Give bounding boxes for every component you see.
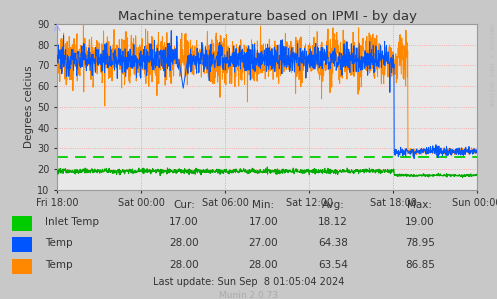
Text: Munin 2.0.73: Munin 2.0.73 (219, 291, 278, 299)
Text: Last update: Sun Sep  8 01:05:04 2024: Last update: Sun Sep 8 01:05:04 2024 (153, 277, 344, 287)
Title: Machine temperature based on IPMI - by day: Machine temperature based on IPMI - by d… (118, 10, 416, 23)
Text: 18.12: 18.12 (318, 217, 348, 227)
Text: 64.38: 64.38 (318, 238, 348, 248)
Text: Max:: Max: (408, 200, 432, 210)
Text: 27.00: 27.00 (248, 238, 278, 248)
Text: Temp: Temp (45, 238, 73, 248)
Text: 28.00: 28.00 (248, 260, 278, 270)
Text: 19.00: 19.00 (405, 217, 435, 227)
Text: Inlet Temp: Inlet Temp (45, 217, 99, 227)
Text: Temp: Temp (45, 260, 73, 270)
Text: 86.85: 86.85 (405, 260, 435, 270)
Text: 78.95: 78.95 (405, 238, 435, 248)
Text: 17.00: 17.00 (248, 217, 278, 227)
Text: RRDTOOL / TOBI OETIKER: RRDTOOL / TOBI OETIKER (489, 24, 494, 106)
Y-axis label: Degrees celcius: Degrees celcius (24, 65, 34, 148)
Text: 28.00: 28.00 (169, 238, 199, 248)
Text: 63.54: 63.54 (318, 260, 348, 270)
Text: 17.00: 17.00 (169, 217, 199, 227)
Text: Avg:: Avg: (322, 200, 344, 210)
Text: Cur:: Cur: (173, 200, 195, 210)
Text: Min:: Min: (252, 200, 274, 210)
Text: 28.00: 28.00 (169, 260, 199, 270)
